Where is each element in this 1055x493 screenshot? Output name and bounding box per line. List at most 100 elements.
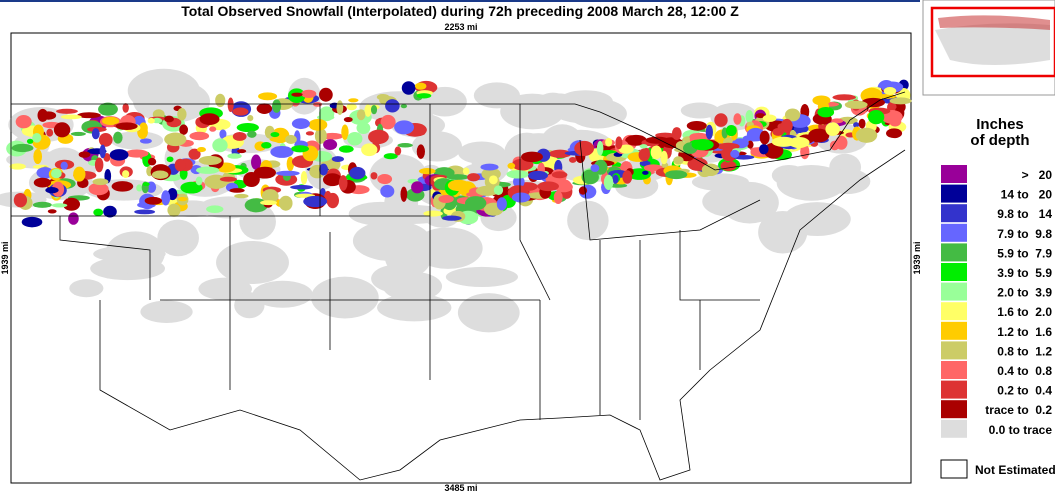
no-snow-area [377, 293, 452, 322]
snow-area [341, 124, 349, 140]
snow-area [94, 157, 104, 173]
snow-area [136, 184, 143, 192]
inset-extent [930, 6, 1055, 78]
snow-area [270, 131, 280, 138]
snow-area [348, 98, 359, 103]
snow-area [164, 115, 174, 123]
snow-area [139, 122, 148, 134]
snow-area [13, 193, 28, 208]
snow-area [812, 95, 831, 106]
snow-area [745, 110, 754, 123]
snow-area [219, 129, 227, 139]
snow-area [414, 131, 426, 136]
snow-area [701, 163, 720, 177]
snow-area [755, 113, 766, 119]
snow-area [166, 156, 174, 163]
snow-area [134, 209, 156, 215]
snow-area [660, 150, 668, 165]
legend-label: 14 to 20 [1001, 188, 1053, 202]
snow-area [46, 128, 54, 137]
no-snow-area [311, 276, 379, 319]
snow-area [507, 162, 516, 170]
snow-area [258, 92, 278, 101]
snow-area [152, 117, 163, 124]
snow-area [475, 185, 500, 196]
snow-area [21, 216, 43, 228]
snow-area [759, 144, 769, 155]
legend-label: 0.8 to 1.2 [997, 344, 1052, 358]
snow-area [877, 94, 897, 99]
snow-area [260, 200, 278, 206]
no-snow-area [720, 181, 779, 224]
no-snow-area [823, 168, 871, 195]
snow-area [68, 212, 79, 225]
snow-area [125, 149, 149, 158]
snow-area [438, 195, 454, 204]
no-snow-area [110, 131, 164, 150]
snow-area [622, 170, 633, 184]
snow-area [394, 120, 415, 135]
snow-area [416, 93, 432, 99]
snow-area [40, 111, 57, 120]
snow-area [189, 131, 210, 141]
legend-swatch [940, 459, 968, 479]
no-snow-area [374, 205, 450, 224]
snow-area [673, 156, 684, 165]
snow-area [642, 170, 649, 175]
snow-area [883, 87, 897, 95]
legend-label: 5.9 to 7.9 [997, 246, 1052, 260]
snow-area [376, 93, 390, 101]
snow-area [370, 105, 378, 115]
snow-area [383, 153, 398, 160]
inset-land [935, 23, 1050, 65]
snow-area [590, 164, 600, 172]
snow-area [151, 170, 169, 179]
snow-area [53, 122, 71, 138]
snow-area [537, 181, 559, 192]
snow-area [174, 158, 186, 172]
snow-area [290, 184, 313, 190]
snow-area [32, 133, 42, 143]
snow-area [278, 195, 293, 211]
snow-area [164, 132, 187, 147]
legend-label: Not Estimated [975, 463, 1055, 477]
snow-area [271, 127, 290, 144]
map [0, 32, 912, 484]
bottom-scale: 3485 mi [444, 483, 477, 493]
snow-area [232, 107, 249, 116]
legend-label: 3.9 to 5.9 [997, 266, 1052, 280]
snow-area [416, 144, 425, 159]
snow-area [314, 127, 327, 144]
snow-area [109, 149, 129, 161]
snow-area [553, 190, 563, 204]
no-snow-area [157, 219, 199, 257]
snow-area [528, 170, 549, 181]
snow-area [253, 166, 276, 179]
snow-area [465, 196, 487, 211]
snow-area [506, 170, 529, 179]
snow-area [414, 82, 427, 90]
legend-label: 9.8 to 14 [997, 207, 1052, 221]
legend-label: 2.0 to 3.9 [997, 286, 1052, 300]
snow-area [772, 128, 784, 136]
snow-area [98, 132, 113, 147]
inset-snow [938, 15, 1050, 30]
no-snow-area [680, 102, 719, 119]
snow-area [115, 122, 138, 131]
snow-area [343, 116, 353, 123]
snow-area [209, 126, 217, 132]
legend-title: of depth [970, 132, 1029, 149]
borders [10, 91, 906, 481]
no-snow-area [457, 293, 520, 333]
no-snow-area [413, 227, 483, 269]
snow-area [467, 173, 480, 182]
snow-area [423, 210, 443, 217]
snow-area [322, 173, 342, 187]
snow-area [301, 89, 317, 99]
snow-area [462, 167, 470, 175]
snow-area [596, 140, 604, 156]
legend-swatch [941, 282, 967, 301]
snow-area [177, 197, 188, 202]
snow-area [47, 209, 57, 214]
